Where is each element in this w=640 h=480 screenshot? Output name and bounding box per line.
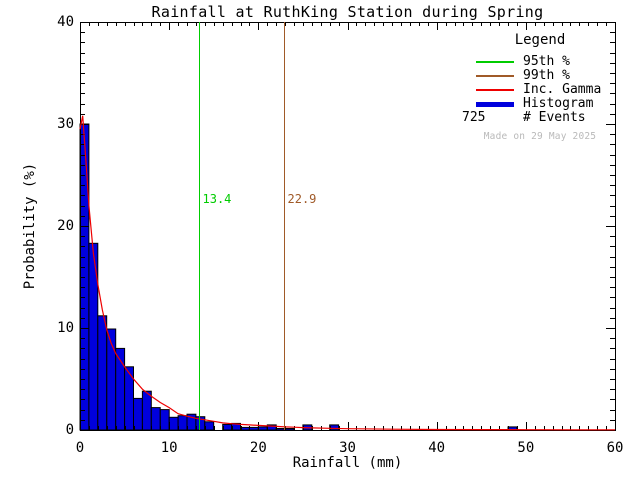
histogram-bar: [329, 424, 340, 431]
histogram-bar: [168, 416, 179, 431]
legend-item-label: Inc. Gamma: [523, 82, 602, 97]
legend-item-label: Histogram: [523, 96, 594, 111]
x-tick-label: 10: [160, 440, 178, 456]
histogram-bar: [204, 421, 215, 431]
legend-title: Legend: [514, 32, 566, 48]
y-tick-label: 10: [57, 320, 74, 336]
legend-item-label: 99th %: [523, 68, 570, 83]
95th-percentile-value: 13.4: [202, 192, 232, 206]
legend-item-histogram: Histogram: [462, 97, 618, 111]
histogram-bar: [133, 397, 143, 431]
histogram-bar: [97, 315, 108, 431]
legend-item-events: 725 # Events: [462, 111, 618, 125]
p99-line-swatch: [476, 75, 514, 77]
x-axis-label: Rainfall (mm): [292, 455, 403, 471]
x-tick-label: 40: [428, 440, 446, 456]
histogram-bar: [177, 415, 188, 431]
x-tick-label: 60: [606, 440, 624, 456]
x-tick-label: 50: [517, 440, 535, 456]
histogram-bar: [284, 428, 295, 431]
events-label: # Events: [523, 110, 586, 125]
y-tick-label: 0: [65, 422, 74, 438]
histogram-bar: [248, 426, 259, 431]
legend-item-gamma: Inc. Gamma: [462, 83, 618, 97]
histogram-bar: [257, 426, 268, 431]
x-tick-label: 20: [249, 440, 267, 456]
histogram-bar: [150, 407, 161, 431]
gamma-fit-curve: [79, 115, 615, 431]
gamma-line-swatch: [476, 89, 514, 91]
histogram-swatch: [476, 101, 514, 107]
legend-item-99th: 99th %: [462, 69, 618, 83]
legend-item-95th: 95th %: [462, 55, 618, 69]
99th-percentile-value: 22.9: [287, 192, 317, 206]
chart-title: Rainfall at RuthKing Station during Spri…: [151, 3, 544, 21]
histogram-bar: [222, 423, 233, 431]
made-on-watermark: Made on 29 May 2025: [483, 131, 597, 142]
legend-item-label: 95th %: [523, 54, 570, 69]
y-axis-label: Probability (%): [22, 162, 38, 290]
x-tick-label: 0: [75, 440, 85, 456]
y-tick-label: 40: [57, 14, 74, 30]
histogram-bar: [141, 390, 152, 431]
y-tick-label: 30: [57, 116, 74, 132]
y-tick-label: 20: [57, 218, 74, 234]
p95-line-swatch: [476, 61, 514, 63]
x-tick-label: 30: [339, 440, 356, 456]
legend: Legend 95th % 99th % Inc. Gamma Histogra…: [462, 33, 618, 144]
events-count: 725: [462, 110, 486, 125]
histogram-bar: [275, 428, 286, 431]
histogram-bar: [159, 409, 170, 431]
